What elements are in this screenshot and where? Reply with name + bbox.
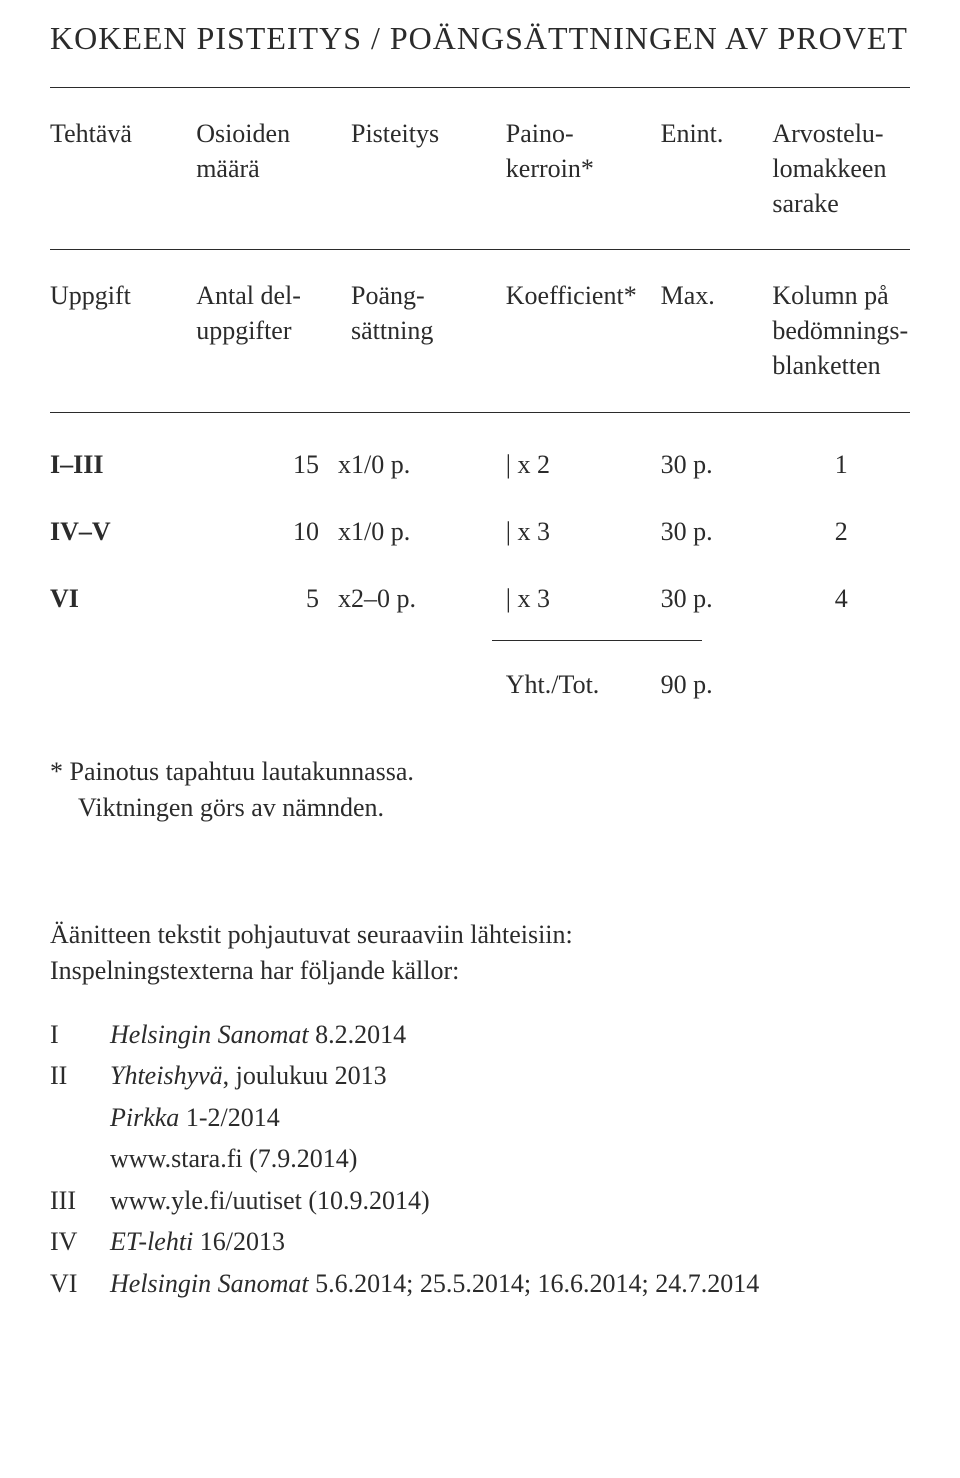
source-text: www.stara.fi (7.9.2014)	[110, 1138, 910, 1180]
header-row-sv: Uppgift Antal del-uppgifter Poäng-sättni…	[50, 250, 910, 411]
source-num: III	[50, 1180, 110, 1222]
cell-c3: 2–0 p.	[351, 565, 506, 632]
cell-c6: 1	[772, 431, 910, 498]
source-num: I	[50, 1014, 110, 1056]
source-num: IV	[50, 1221, 110, 1263]
source-text: www.yle.fi/uutiset (10.9.2014)	[110, 1180, 910, 1222]
th-sv-1: Uppgift	[50, 278, 196, 383]
source-text: Helsingin Sanomat 5.6.2014; 25.5.2014; 1…	[110, 1263, 910, 1305]
page: KOKEEN PISTEITYS / POÄNGSÄTTNINGEN AV PR…	[0, 0, 960, 1478]
sources-list: I Helsingin Sanomat 8.2.2014 II Yhteishy…	[50, 1014, 910, 1305]
data-row: I–III 15 x 1/0 p. | x 2 30 p. 1	[50, 431, 910, 498]
th-sv-5: Max.	[661, 278, 773, 383]
cell-c5: 30 p.	[661, 498, 773, 565]
th-fi-1: Tehtävä	[50, 116, 196, 221]
total-row: Yht./Tot. 90 p.	[50, 649, 910, 718]
source-num: II	[50, 1055, 110, 1097]
th-fi-4: Paino-kerroin*	[506, 116, 661, 221]
cell-c3: 1/0 p.	[351, 431, 506, 498]
cell-c1: I–III	[50, 431, 196, 498]
data-table: I–III 15 x 1/0 p. | x 2 30 p. 1 IV–V 10 …	[50, 431, 910, 632]
source-row: II Yhteishyvä, joulukuu 2013	[50, 1055, 910, 1097]
source-row: VI Helsingin Sanomat 5.6.2014; 25.5.2014…	[50, 1263, 910, 1305]
cell-c2: 5 x	[196, 565, 351, 632]
sources-intro-line2: Inspelningstexterna har följande källor:	[50, 953, 910, 989]
source-row: IV ET-lehti 16/2013	[50, 1221, 910, 1263]
th-fi-5: Enint.	[661, 116, 773, 221]
cell-c1: VI	[50, 565, 196, 632]
th-fi-3: Pisteitys	[351, 116, 506, 221]
cell-c4: | x 2	[506, 431, 661, 498]
rule-subtotal	[492, 640, 702, 641]
total-value: 90 p.	[661, 649, 773, 718]
source-text: Pirkka 1-2/2014	[110, 1097, 910, 1139]
cell-c5: 30 p.	[661, 565, 773, 632]
total-label: Yht./Tot.	[506, 649, 661, 718]
cell-c3: 1/0 p.	[351, 498, 506, 565]
data-row: VI 5 x 2–0 p. | x 3 30 p. 4	[50, 565, 910, 632]
page-title: KOKEEN PISTEITYS / POÄNGSÄTTNINGEN AV PR…	[50, 20, 910, 57]
footnote-line1: * Painotus tapahtuu lautakunnassa.	[50, 754, 910, 790]
source-row: www.stara.fi (7.9.2014)	[50, 1138, 910, 1180]
cell-c4: | x 3	[506, 498, 661, 565]
sources-intro: Äänitteen tekstit pohjautuvat seuraaviin…	[50, 917, 910, 990]
cell-c1: IV–V	[50, 498, 196, 565]
footnote: * Painotus tapahtuu lautakunnassa. Viktn…	[50, 754, 910, 827]
source-num	[50, 1097, 110, 1139]
th-fi-6: Arvostelu-lomakkeensarake	[772, 116, 910, 221]
cell-c2: 10 x	[196, 498, 351, 565]
th-sv-6: Kolumn påbedömnings-blanketten	[772, 278, 910, 383]
cell-c6: 4	[772, 565, 910, 632]
source-num: VI	[50, 1263, 110, 1305]
sources-intro-line1: Äänitteen tekstit pohjautuvat seuraaviin…	[50, 917, 910, 953]
th-sv-2: Antal del-uppgifter	[196, 278, 351, 383]
header-row-fi: Tehtävä Osioidenmäärä Pisteitys Paino-ke…	[50, 88, 910, 249]
data-row: IV–V 10 x 1/0 p. | x 3 30 p. 2	[50, 498, 910, 565]
cell-c2: 15 x	[196, 431, 351, 498]
cell-c5: 30 p.	[661, 431, 773, 498]
source-row: III www.yle.fi/uutiset (10.9.2014)	[50, 1180, 910, 1222]
th-sv-4: Koefficient*	[506, 278, 661, 383]
th-fi-2: Osioidenmäärä	[196, 116, 351, 221]
cell-c4: | x 3	[506, 565, 661, 632]
source-text: Helsingin Sanomat 8.2.2014	[110, 1014, 910, 1056]
source-row: Pirkka 1-2/2014	[50, 1097, 910, 1139]
source-row: I Helsingin Sanomat 8.2.2014	[50, 1014, 910, 1056]
source-num	[50, 1138, 110, 1180]
source-text: ET-lehti 16/2013	[110, 1221, 910, 1263]
cell-c6: 2	[772, 498, 910, 565]
source-text: Yhteishyvä, joulukuu 2013	[110, 1055, 910, 1097]
footnote-line2: Viktningen görs av nämnden.	[50, 790, 910, 826]
th-sv-3: Poäng-sättning	[351, 278, 506, 383]
